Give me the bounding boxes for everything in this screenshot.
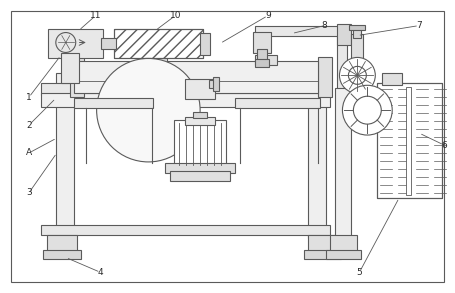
Bar [114,28,203,58]
Bar [382,73,402,85]
Bar [349,25,365,30]
Text: 11: 11 [90,11,101,20]
Circle shape [96,58,200,162]
Bar [255,25,351,35]
Bar [41,83,329,95]
Bar [200,33,210,55]
Bar [235,98,319,108]
Bar [406,87,411,195]
Bar [318,57,332,97]
Bar [338,30,348,93]
Circle shape [339,57,375,93]
Text: 9: 9 [265,11,271,20]
Circle shape [56,33,76,52]
Bar [325,250,361,260]
Circle shape [349,67,366,84]
Bar [114,28,203,58]
Circle shape [343,85,392,135]
Text: 10: 10 [170,11,181,20]
Bar [170,171,230,181]
Bar [74,62,318,93]
Bar [351,33,364,68]
Bar [335,88,351,238]
Bar [70,57,84,97]
Text: 6: 6 [441,141,447,149]
Text: 1: 1 [26,93,32,102]
Text: A: A [26,149,32,157]
Bar [253,32,271,53]
Bar [74,98,153,108]
Bar [329,235,357,253]
Bar [43,250,81,260]
Bar [48,28,102,58]
Bar [41,93,329,107]
Bar [255,59,269,67]
Bar [61,53,79,83]
Bar [377,83,442,198]
Bar [193,112,207,118]
Text: 7: 7 [416,21,422,30]
Bar [308,235,338,253]
Bar [185,79,215,99]
Bar [303,250,341,260]
Bar [47,235,77,253]
Text: 2: 2 [26,121,32,130]
Bar [213,77,219,91]
Bar [185,117,215,125]
Bar [41,225,329,235]
Bar [257,50,267,62]
Bar [101,38,116,50]
Bar [308,73,325,238]
Text: 8: 8 [322,21,328,30]
Text: 4: 4 [98,268,103,277]
Bar [174,120,226,165]
Text: 3: 3 [26,188,32,197]
Bar [354,28,361,38]
Bar [209,80,217,88]
Bar [56,73,74,238]
Bar [338,23,351,45]
Bar [165,163,235,173]
Bar [377,83,442,198]
Bar [255,55,277,65]
Bar [146,55,167,65]
Circle shape [354,96,381,124]
Text: 5: 5 [357,268,362,277]
